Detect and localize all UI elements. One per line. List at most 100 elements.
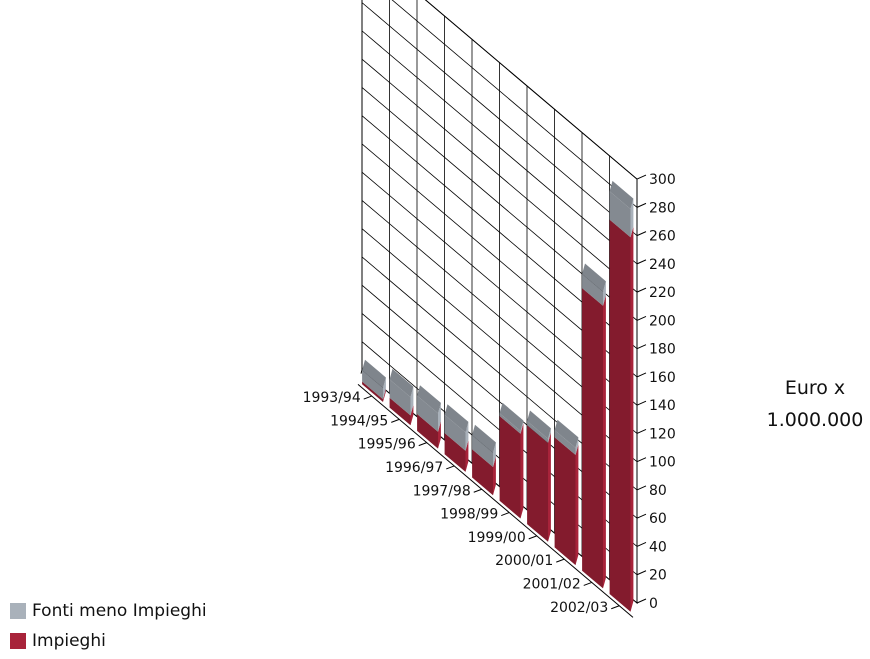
chart-bars — [362, 180, 634, 612]
x-tick-label-1: 1994/95 — [330, 413, 388, 429]
y-tick-14 — [636, 202, 647, 208]
bar-top-0 — [362, 359, 386, 388]
bar-top-4 — [472, 424, 496, 453]
y-tick-1 — [636, 570, 647, 576]
y-tick-label-3: 60 — [649, 511, 667, 527]
x-tick-0 — [363, 395, 372, 400]
bar-impieghi-5-front — [520, 423, 524, 519]
bar-top-3 — [444, 404, 469, 433]
bar-top-6 — [527, 410, 551, 439]
bar-fonti-3-side — [444, 414, 466, 451]
bar-impieghi-7-front — [575, 444, 579, 566]
legend-swatch-fonti — [10, 603, 26, 619]
bar-fonti-9-side — [609, 191, 631, 238]
bar-impieghi-4-front — [493, 456, 496, 496]
y-tick-9 — [636, 344, 647, 350]
bar-group-2 — [417, 385, 441, 449]
y-tick-13 — [636, 231, 647, 237]
bar-impieghi-1-side — [389, 397, 411, 426]
bar-impieghi-6-side — [527, 425, 548, 542]
bar-fonti-0-side — [362, 370, 383, 400]
bar-fonti-5-side — [499, 413, 521, 434]
bar-group-5 — [499, 402, 524, 519]
x-axis-line — [357, 384, 634, 618]
y-tick-label-7: 140 — [649, 398, 676, 414]
bar-fonti-3-front — [465, 421, 469, 451]
x-tick-label-2: 1995/96 — [358, 437, 416, 453]
bar-fonti-2-side — [417, 395, 438, 432]
legend-item-impieghi: Impieghi — [10, 626, 207, 656]
y-tick-label-13: 260 — [649, 229, 676, 245]
bar-group-3 — [444, 404, 469, 472]
x-tick-2 — [418, 442, 427, 447]
x-tick-5 — [501, 512, 510, 517]
bar-impieghi-3-side — [444, 433, 466, 472]
bar-fonti-6-side — [527, 421, 548, 443]
y-tick-label-6: 120 — [649, 426, 676, 442]
bar-top-8 — [582, 263, 606, 292]
y-axis-title-line1: Euro x — [784, 377, 846, 399]
bar-fonti-1-side — [389, 379, 411, 416]
x-tick-4 — [473, 488, 482, 493]
bar-impieghi-0-side — [362, 381, 383, 402]
x-tick-7 — [556, 558, 565, 563]
x-tick-label-6: 1999/00 — [468, 530, 526, 546]
bar-fonti-8-front — [603, 281, 606, 306]
bar-impieghi-8-front — [603, 295, 606, 589]
x-tick-label-3: 1996/97 — [385, 460, 443, 476]
x-tick-label-8: 2001/02 — [523, 576, 581, 592]
y-tick-15 — [636, 174, 647, 180]
y-tick-3 — [636, 513, 647, 519]
y-tick-label-1: 20 — [649, 568, 667, 584]
legend: Fonti meno Impieghi Impieghi — [10, 596, 207, 656]
legend-item-fonti: Fonti meno Impieghi — [10, 596, 207, 626]
legend-label-impieghi: Impieghi — [32, 631, 106, 651]
bar-fonti-1-front — [410, 386, 414, 416]
y-tick-6 — [636, 428, 647, 434]
y-tick-label-2: 40 — [649, 539, 667, 555]
bar-impieghi-2-side — [417, 414, 438, 449]
bar-top-2 — [417, 385, 441, 414]
x-tick-label-4: 1997/98 — [413, 483, 471, 499]
bar-impieghi-5-side — [499, 416, 521, 519]
y-tick-label-9: 180 — [649, 342, 676, 358]
y-tick-5 — [636, 457, 647, 463]
bar-group-8 — [582, 263, 606, 589]
bar-fonti-7-side — [554, 430, 576, 455]
y-tick-label-12: 240 — [649, 257, 676, 273]
legend-swatch-impieghi — [10, 633, 26, 649]
bar-fonti-4-side — [472, 435, 493, 467]
bar-impieghi-8-side — [582, 288, 603, 589]
y-tick-12 — [636, 259, 647, 265]
y-tick-label-15: 300 — [649, 172, 676, 188]
x-tick-3 — [446, 465, 455, 470]
x-tick-label-7: 2000/01 — [495, 553, 553, 569]
bar-fonti-2-front — [438, 402, 441, 432]
y-tick-7 — [636, 400, 647, 406]
y-tick-label-5: 100 — [649, 455, 676, 471]
bar-top-9 — [609, 180, 634, 209]
x-tick-label-5: 1998/99 — [440, 507, 498, 523]
bar-top-1 — [389, 368, 414, 398]
x-tick-9 — [611, 605, 620, 610]
y-axis-title-line2: 1.000.000 — [766, 409, 864, 431]
y-tick-label-11: 220 — [649, 285, 676, 301]
y-tick-label-0: 0 — [649, 596, 658, 612]
bar-impieghi-2-front — [438, 421, 441, 449]
bar-impieghi-4-side — [472, 449, 493, 496]
bar-impieghi-9-front — [630, 226, 634, 612]
x-tick-label-9: 2002/03 — [550, 600, 608, 616]
bar-fonti-8-side — [582, 274, 603, 306]
bar-fonti-9-front — [630, 198, 634, 238]
y-tick-10 — [636, 315, 647, 321]
bar-fonti-5-front — [520, 420, 524, 434]
y-tick-0 — [636, 598, 647, 604]
bar-top-7 — [554, 419, 579, 448]
bar-impieghi-6-front — [548, 432, 551, 542]
bar-top-5 — [499, 402, 524, 431]
bar-impieghi-3-front — [465, 440, 469, 472]
x-tick-1 — [391, 418, 400, 423]
y-tick-label-4: 80 — [649, 483, 667, 499]
bar-impieghi-1-front — [410, 405, 414, 426]
